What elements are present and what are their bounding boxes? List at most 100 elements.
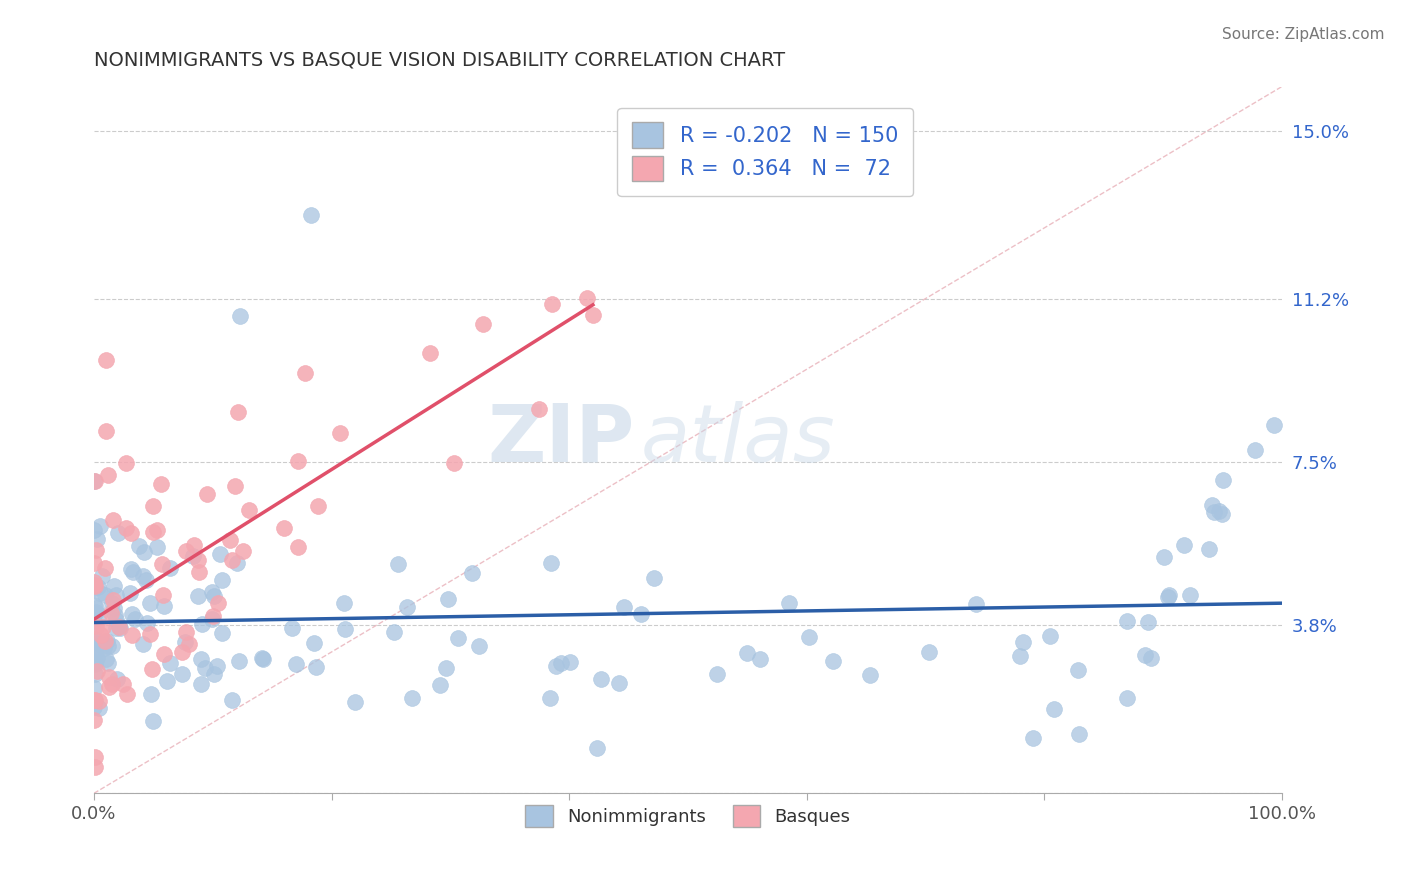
Point xyxy=(124,612,146,626)
Point xyxy=(101,677,124,691)
Point xyxy=(333,596,356,610)
Point xyxy=(89,586,111,600)
Point xyxy=(183,538,205,552)
Text: ZIP: ZIP xyxy=(488,401,634,479)
Point xyxy=(84,657,107,672)
Point xyxy=(344,695,367,709)
Point xyxy=(156,673,179,688)
Point xyxy=(335,622,357,636)
Point xyxy=(83,523,105,537)
Point xyxy=(544,659,567,673)
Point xyxy=(287,540,309,554)
Point xyxy=(190,677,212,691)
Point xyxy=(145,541,167,555)
Point xyxy=(202,667,225,681)
Point xyxy=(86,532,108,546)
Point xyxy=(1115,690,1137,705)
Point xyxy=(93,588,115,602)
Point xyxy=(105,621,128,635)
Point xyxy=(101,639,124,653)
Point xyxy=(83,681,105,695)
Point xyxy=(194,661,217,675)
Point xyxy=(86,605,108,619)
Point xyxy=(589,672,612,686)
Point xyxy=(305,659,328,673)
Point xyxy=(461,566,484,581)
Point xyxy=(83,693,105,707)
Text: NONIMMIGRANTS VS BASQUE VISION DISABILITY CORRELATION CHART: NONIMMIGRANTS VS BASQUE VISION DISABILIT… xyxy=(94,51,785,70)
Point xyxy=(329,425,352,440)
Point xyxy=(748,651,770,665)
Point xyxy=(83,615,105,630)
Point xyxy=(799,630,821,644)
Point xyxy=(429,678,451,692)
Legend: Nonimmigrants, Basques: Nonimmigrants, Basques xyxy=(519,797,858,834)
Point xyxy=(84,579,107,593)
Point xyxy=(91,620,114,634)
Point xyxy=(96,633,118,648)
Point xyxy=(1136,615,1159,630)
Point xyxy=(174,624,197,639)
Point xyxy=(607,675,630,690)
Point xyxy=(471,317,494,331)
Point xyxy=(468,639,491,653)
Point xyxy=(83,607,105,622)
Point xyxy=(1067,663,1090,677)
Point xyxy=(174,635,197,649)
Point xyxy=(114,521,136,535)
Point xyxy=(1039,629,1062,643)
Point xyxy=(226,556,249,570)
Point xyxy=(83,556,105,570)
Point xyxy=(205,658,228,673)
Point xyxy=(294,367,316,381)
Point xyxy=(115,687,138,701)
Point xyxy=(821,654,844,668)
Point xyxy=(142,524,165,539)
Point xyxy=(201,612,224,626)
Point xyxy=(221,693,243,707)
Point xyxy=(120,525,142,540)
Point xyxy=(613,600,636,615)
Point xyxy=(224,479,246,493)
Point xyxy=(138,596,160,610)
Point xyxy=(1042,702,1064,716)
Point xyxy=(252,652,274,666)
Point xyxy=(94,652,117,666)
Point xyxy=(575,291,598,305)
Point xyxy=(1201,498,1223,512)
Point xyxy=(273,521,295,535)
Point xyxy=(208,547,231,561)
Point xyxy=(1212,473,1234,487)
Point xyxy=(84,647,107,661)
Point xyxy=(83,578,105,592)
Point xyxy=(121,628,143,642)
Point xyxy=(540,556,562,570)
Point xyxy=(104,588,127,602)
Point xyxy=(149,477,172,491)
Point xyxy=(87,608,110,623)
Point xyxy=(83,598,105,612)
Point xyxy=(153,647,176,661)
Point xyxy=(83,475,105,489)
Point xyxy=(1211,508,1233,522)
Point xyxy=(83,606,105,620)
Point xyxy=(558,656,581,670)
Point xyxy=(190,652,212,666)
Point xyxy=(131,637,153,651)
Point xyxy=(190,617,212,632)
Point xyxy=(84,600,107,615)
Point xyxy=(105,673,128,687)
Point xyxy=(139,688,162,702)
Point xyxy=(229,310,252,324)
Point xyxy=(84,750,107,764)
Point xyxy=(401,690,423,705)
Point xyxy=(299,208,322,222)
Point xyxy=(550,656,572,670)
Point xyxy=(86,664,108,678)
Point xyxy=(89,701,111,715)
Point xyxy=(211,573,233,587)
Point xyxy=(120,562,142,576)
Point xyxy=(285,657,308,672)
Point xyxy=(1208,504,1230,518)
Point xyxy=(87,580,110,594)
